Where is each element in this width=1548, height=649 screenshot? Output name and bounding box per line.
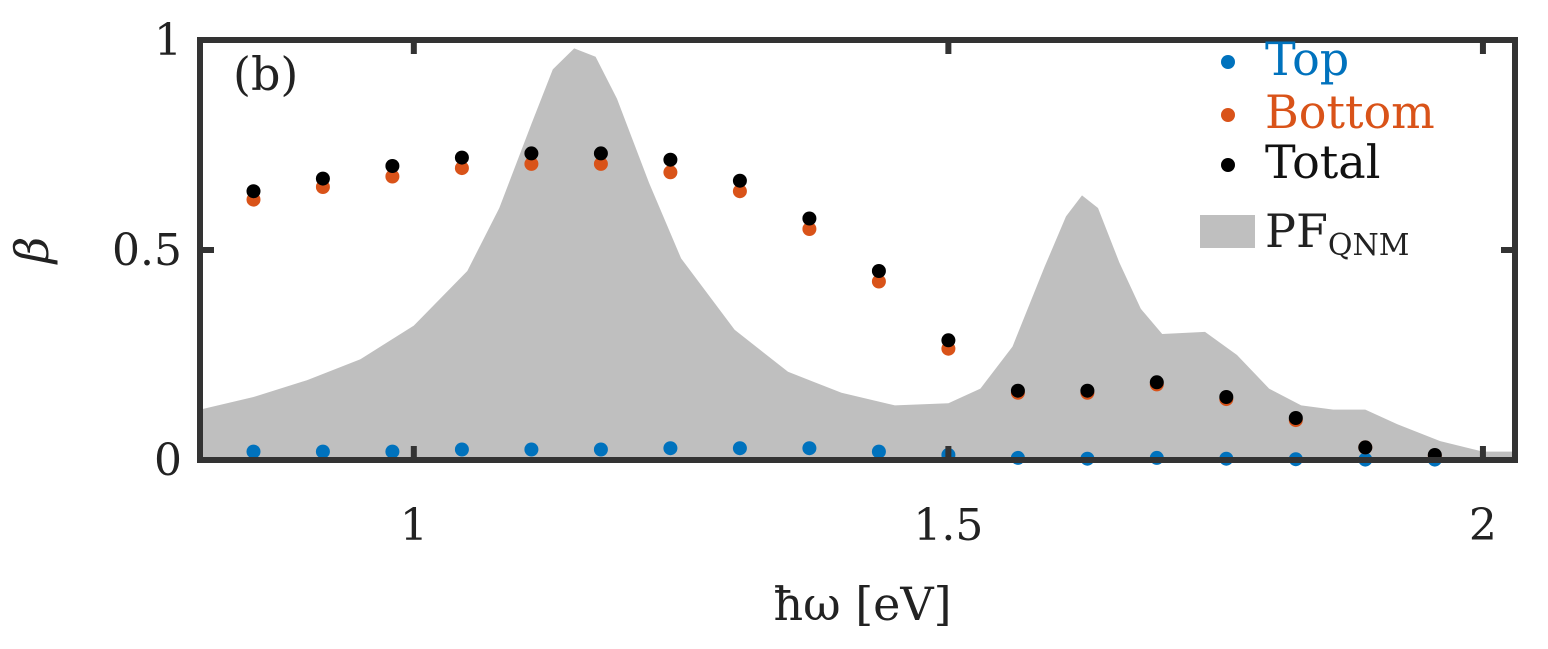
point-total-16 — [1358, 440, 1373, 455]
point-total-15 — [1288, 411, 1303, 425]
point-bottom-9 — [871, 274, 886, 289]
x-tick-label-2: 2 — [1469, 500, 1497, 551]
point-bottom-3 — [454, 161, 469, 176]
legend-label-total: Total — [1265, 135, 1380, 189]
point-top-6 — [663, 441, 678, 456]
legend-label-pf-qnm: PFQNM — [1265, 204, 1409, 263]
legend-swatch-pf-qnm — [1200, 215, 1255, 248]
panel-label: (b) — [233, 47, 298, 101]
point-total-13 — [1149, 375, 1164, 390]
legend: Top Bottom Total PFQNM — [1200, 32, 1435, 263]
point-top-7 — [732, 441, 747, 456]
point-total-11 — [1010, 383, 1025, 398]
legend-marker-bottom — [1221, 108, 1235, 122]
x-tick-label-1: 1.5 — [913, 500, 983, 551]
point-top-5 — [593, 442, 608, 457]
y-tick-label-0: 0 — [154, 435, 182, 486]
point-total-14 — [1219, 390, 1234, 404]
point-total-1 — [315, 171, 330, 186]
point-top-8 — [802, 441, 817, 456]
point-bottom-8 — [802, 222, 817, 236]
point-total-7 — [732, 173, 747, 188]
x-tick-label-0: 1 — [400, 500, 428, 551]
point-total-12 — [1080, 383, 1095, 398]
point-top-1 — [315, 444, 330, 459]
point-top-0 — [246, 444, 261, 459]
point-total-5 — [593, 146, 608, 161]
point-total-9 — [871, 264, 886, 278]
y-tick-label-1: 0.5 — [112, 225, 182, 276]
point-bottom-5 — [593, 156, 608, 171]
x-axis-label: ħω [eV] — [773, 577, 951, 631]
legend-label-bottom: Bottom — [1265, 85, 1435, 139]
point-total-3 — [454, 150, 469, 165]
point-bottom-2 — [385, 169, 400, 184]
point-bottom-4 — [524, 156, 539, 171]
legend-label-pf: PF — [1265, 204, 1328, 258]
legend-marker-total — [1221, 158, 1235, 172]
point-total-6 — [663, 152, 678, 167]
point-total-10 — [941, 333, 956, 348]
point-total-8 — [802, 211, 817, 226]
point-total-2 — [385, 159, 400, 173]
ticks-layer: 1 1.5 2 0 0.5 1 — [112, 15, 1515, 551]
point-total-0 — [246, 184, 261, 199]
point-bottom-6 — [663, 165, 678, 180]
point-top-3 — [454, 442, 469, 457]
legend-marker-top — [1221, 55, 1235, 69]
point-top-9 — [871, 444, 886, 459]
point-top-4 — [524, 442, 539, 457]
legend-label-qnm-subscript: QNM — [1328, 228, 1410, 263]
legend-label-top: Top — [1265, 32, 1349, 86]
point-top-2 — [385, 444, 400, 459]
y-axis-label: β — [5, 237, 59, 266]
y-tick-label-2: 1 — [154, 15, 182, 66]
point-bottom-7 — [732, 184, 747, 199]
point-total-4 — [524, 146, 539, 161]
